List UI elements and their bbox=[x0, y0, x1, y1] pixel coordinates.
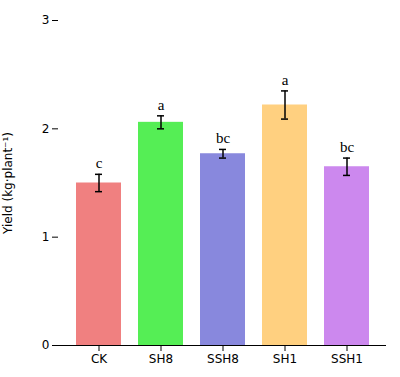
svg-text:SSH8: SSH8 bbox=[207, 352, 239, 366]
svg-text:CK: CK bbox=[91, 352, 108, 366]
svg-text:a: a bbox=[158, 97, 165, 113]
svg-text:SH8: SH8 bbox=[149, 352, 173, 366]
svg-text:Yield (kg·plant⁻¹): Yield (kg·plant⁻¹) bbox=[1, 132, 15, 235]
svg-text:c: c bbox=[96, 155, 103, 171]
svg-text:a: a bbox=[282, 72, 289, 88]
svg-text:bc: bc bbox=[340, 139, 355, 155]
svg-text:0: 0 bbox=[42, 338, 50, 352]
svg-text:1: 1 bbox=[42, 230, 50, 244]
svg-text:3: 3 bbox=[42, 13, 50, 27]
svg-text:2: 2 bbox=[42, 122, 50, 136]
svg-text:SSH1: SSH1 bbox=[331, 352, 363, 366]
svg-text:bc: bc bbox=[216, 130, 231, 146]
svg-text:SH1: SH1 bbox=[273, 352, 297, 366]
